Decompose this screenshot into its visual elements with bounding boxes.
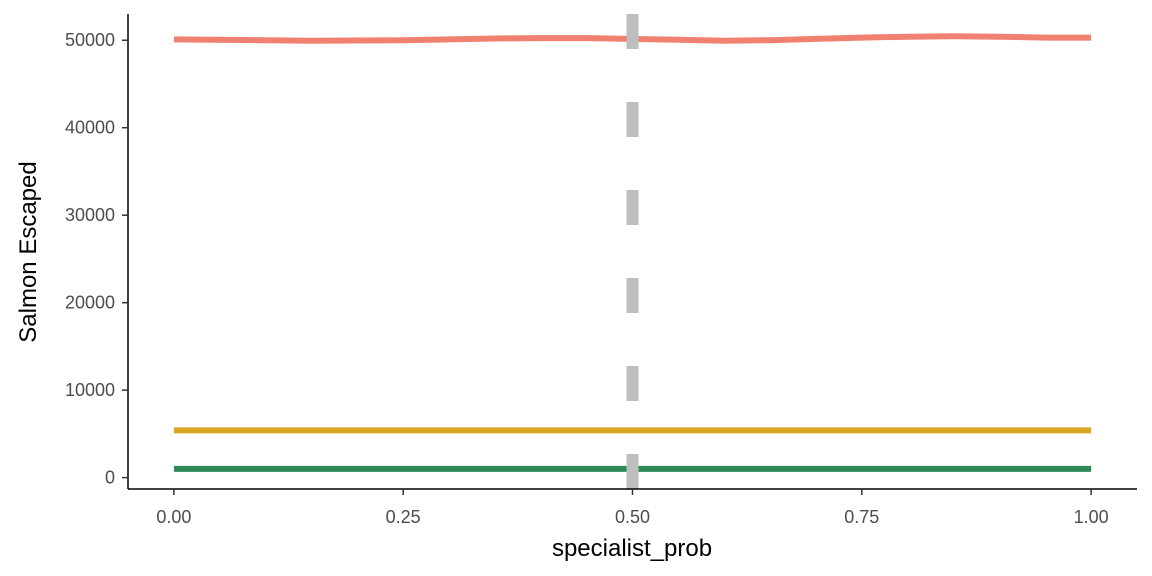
x-tick-label: 0.75 [844, 507, 879, 527]
x-axis-title: specialist_prob [552, 535, 712, 562]
series-line-1 [173, 33, 1092, 44]
y-tick-label: 40000 [65, 118, 115, 138]
x-tick-label: 1.00 [1074, 507, 1109, 527]
y-tick-label: 0 [105, 468, 115, 488]
x-tick-label: 0.00 [156, 507, 191, 527]
axes: 0.00 0.25 0.50 0.75 1.00 0 10000 20000 30000 4000… [65, 14, 1137, 527]
x-tick-label: 0.25 [386, 507, 421, 527]
y-tick-label: 20000 [65, 293, 115, 313]
y-tick-label: 50000 [65, 30, 115, 50]
y-axis-title: Salmon Escaped [15, 161, 42, 342]
y-tick-label: 30000 [65, 205, 115, 225]
x-tick-label: 0.50 [615, 507, 650, 527]
plot-area [173, 14, 1092, 489]
y-tick-label: 10000 [65, 380, 115, 400]
